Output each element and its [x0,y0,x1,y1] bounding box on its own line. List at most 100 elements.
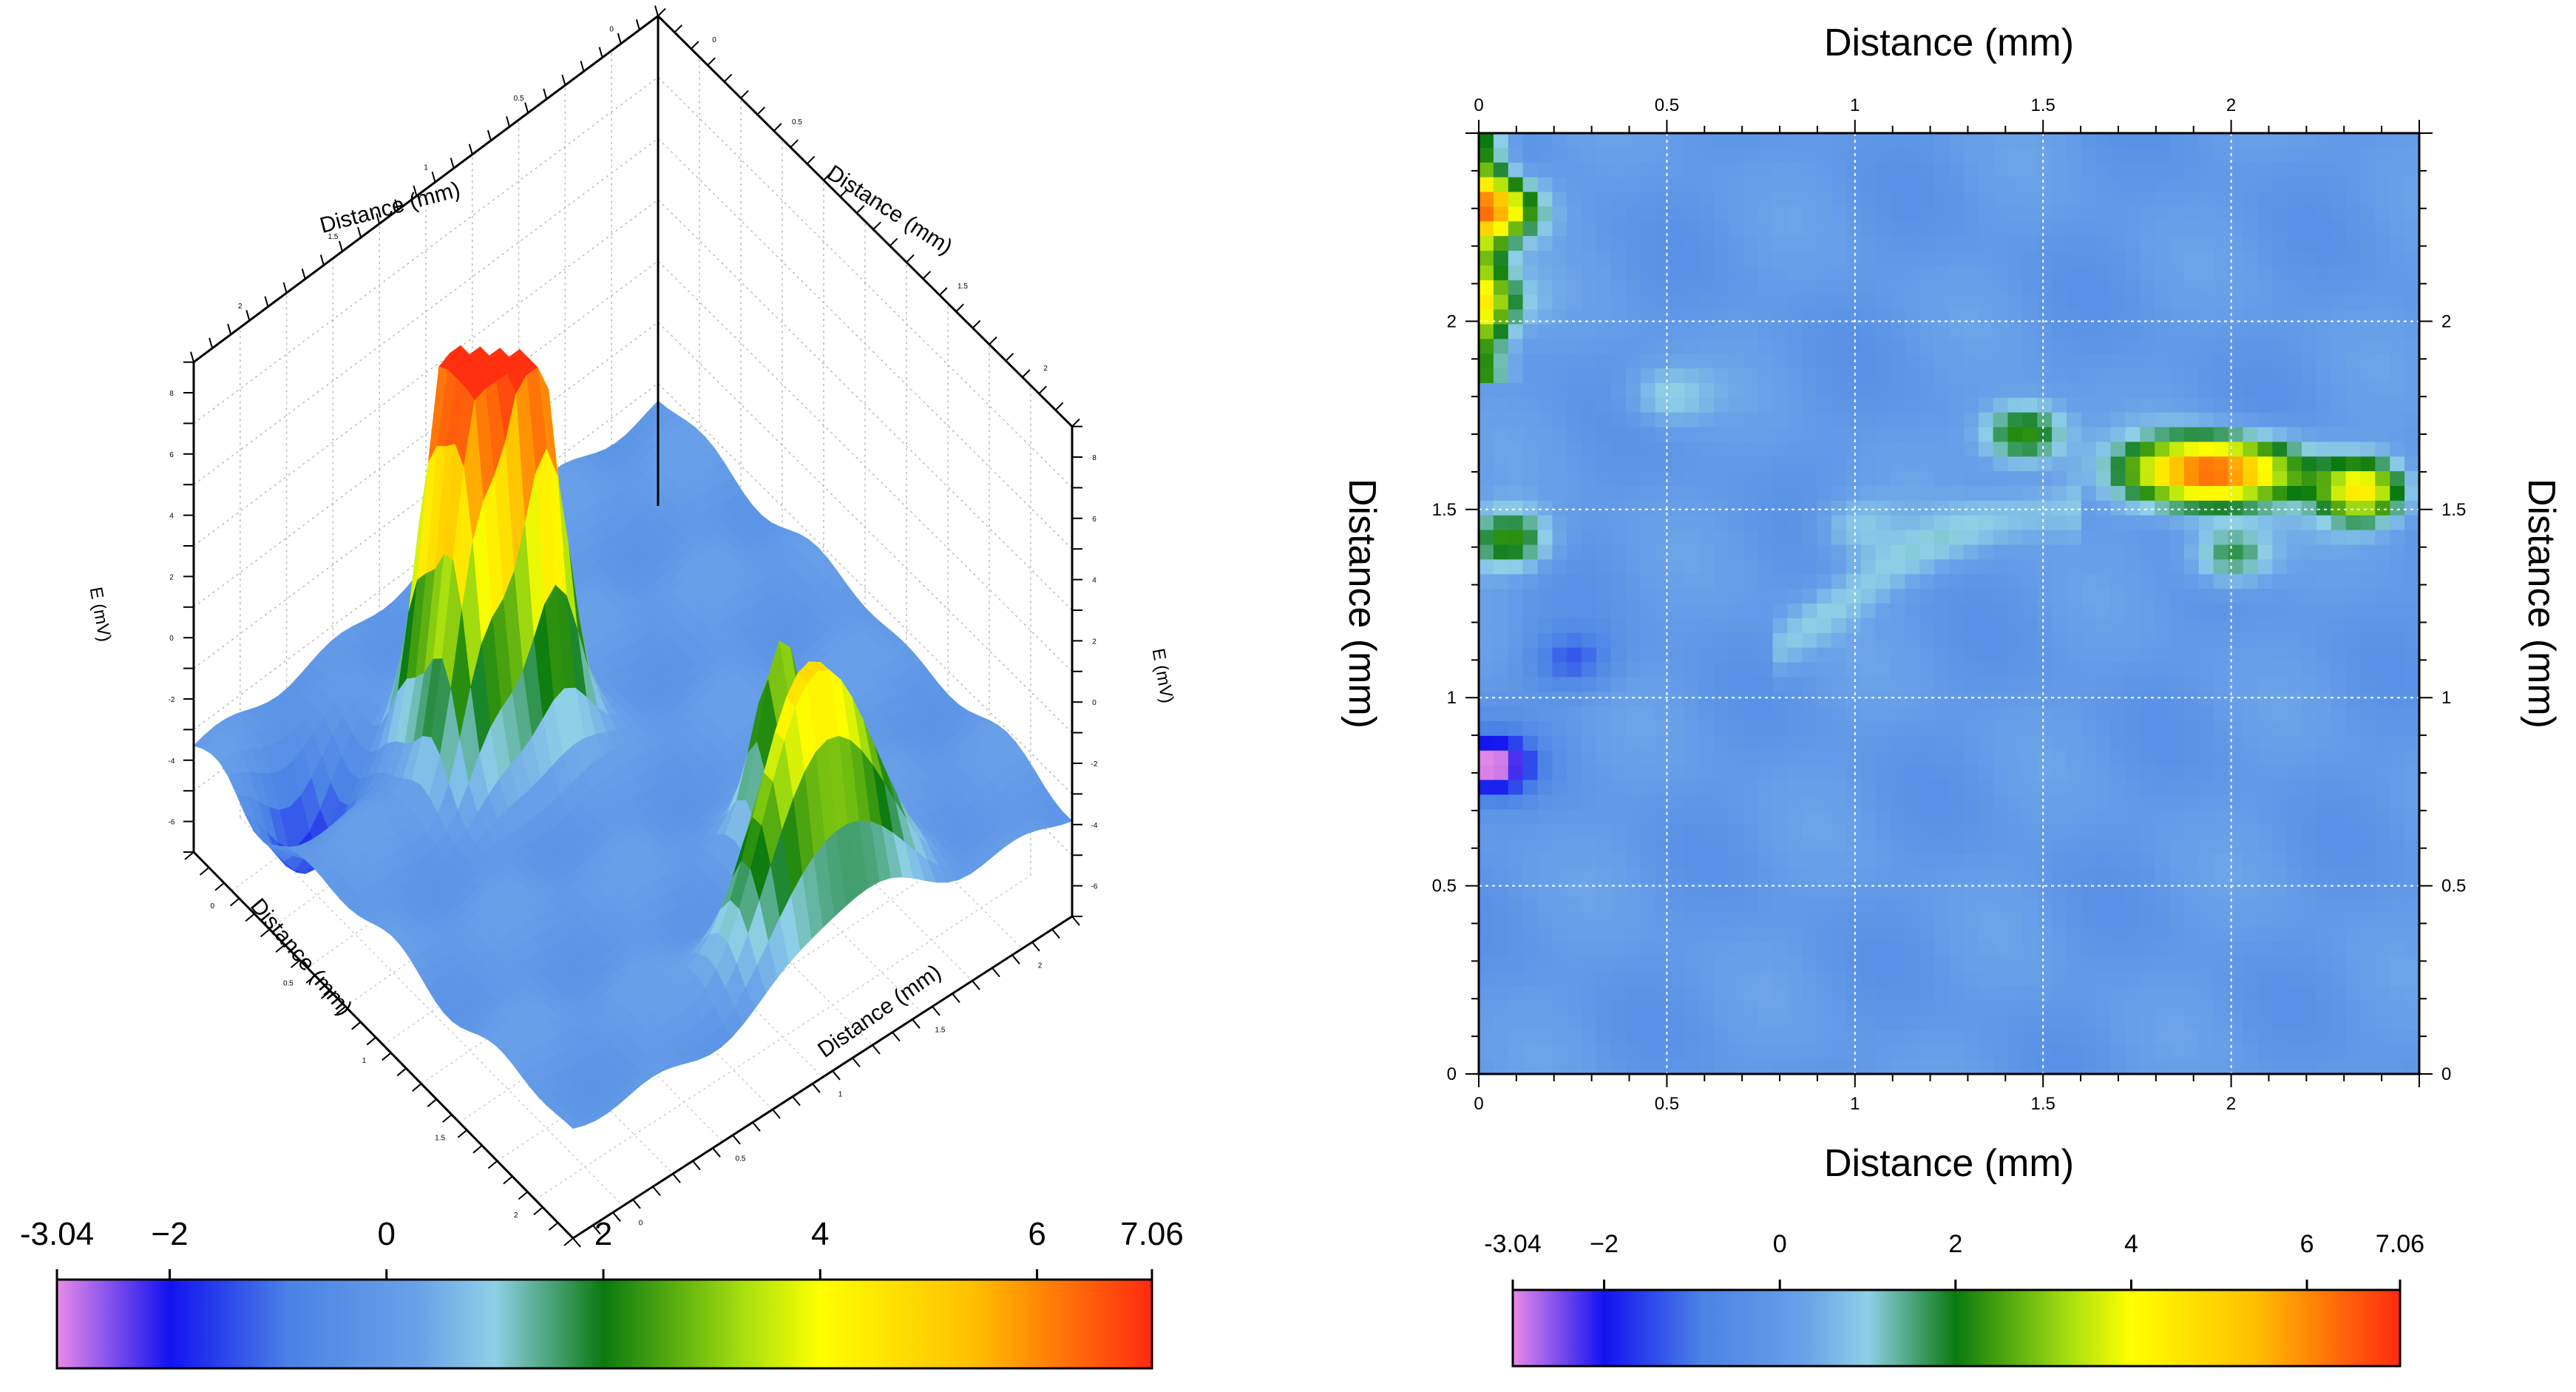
contour-cell [1979,736,1994,751]
contour-cell [1596,310,1612,325]
contour-cell [1567,310,1582,325]
contour-cell [1714,221,1729,237]
contour-cell [2081,398,2097,413]
contour-cell [1582,868,1597,884]
contour-cell [1655,986,1671,1001]
contour-cell [1817,266,1832,281]
contour-cell [1729,251,1744,266]
contour-cell [1479,280,1494,296]
contour-cell [2067,677,2082,692]
contour-cell [1743,456,1759,472]
contour-cell [1934,971,1950,987]
contour-cell [1802,310,1817,325]
contour-cell [1846,442,1862,457]
contour-cell [1919,1030,1935,1045]
contour-cell [1567,1001,1582,1016]
surface-tick [600,47,603,58]
contour-cell [1684,530,1700,546]
contour-cell [1626,428,1641,443]
contour-cell [1611,912,1627,928]
contour-cell [2052,663,2067,678]
surface-back-x-tick: 1 [424,164,428,172]
contour-cell [1891,971,1906,987]
contour-cell [2081,236,2097,251]
contour-cell [1993,442,2009,457]
contour-cell [1846,324,1862,339]
contour-cell [2111,898,2126,913]
contour-cell [1993,1059,2009,1075]
contour-cell [1831,545,1847,561]
contour-cell [1949,148,1965,163]
contour-cell [1567,604,1582,619]
contour-cell [1743,324,1759,339]
contour-cell [1876,780,1891,796]
contour-cell [1641,221,1656,237]
contour-cell [1891,501,1906,516]
contour-cell [1552,927,1567,942]
contour-cell [1773,780,1789,796]
contour-cell [1831,559,1847,575]
surface-front-y-tick: 0.5 [736,1155,746,1163]
contour-cell [1758,324,1774,339]
contour-cell [1655,766,1671,781]
contour-cell [1538,912,1553,928]
contour-cell [1596,956,1612,972]
contour-cell [1743,648,1759,663]
contour-cell [1523,368,1539,384]
contour-cell [1611,839,1627,854]
contour-cell [1773,942,1789,957]
contour-cell [1655,883,1671,899]
contour-cell [1567,839,1582,854]
contour-cell [1876,898,1891,913]
contour-cell [2008,912,2024,928]
contour-cell [1861,780,1877,796]
contour-cell [1919,633,1935,649]
contour-cell [1699,206,1715,222]
contour-cell [1479,663,1494,678]
contour-cell [2111,780,2126,796]
contour-cell [2022,486,2038,501]
contour-cell [2067,398,2082,413]
contour-cell [2111,927,2126,942]
contour-cell [1979,428,1994,443]
contour-cell [1611,310,1627,325]
surface-3d-chart: 21.510.5000.511.5200.511.5200.511.528642… [86,6,1178,1247]
contour-cell [2052,633,2067,649]
contour-cell [1846,516,1862,531]
contour-cell [1699,148,1715,163]
contour-cell [2052,413,2067,428]
contour-cell [1861,251,1877,266]
contour-cell [1729,148,1744,163]
contour-cell [1596,516,1612,531]
contour-cell [1743,794,1759,810]
contour-cell [2096,178,2112,193]
contour-cell [1831,736,1847,751]
contour-cell [1582,986,1597,1001]
contour-cell [2052,486,2067,501]
contour-cell [1479,1059,1494,1075]
contour-cell [1699,574,1715,589]
contour-cell [1567,163,1582,178]
contour-cell [1949,912,1965,928]
contour-cell [2037,266,2053,281]
contour-cell [1934,310,1950,325]
contour-cell [2096,428,2112,443]
contour-cell [1523,192,1539,208]
contour-cell [2052,648,2067,663]
contour-cell [1817,956,1832,972]
contour-cell [1684,221,1700,237]
contour-cell [2037,927,2053,942]
contour-cell [1964,898,1979,913]
contour-cell [1919,163,1935,178]
contour-cell [2052,1044,2067,1060]
contour-cell [1846,1030,1862,1045]
surface-tick [940,288,947,295]
contour-cell [1655,971,1671,987]
contour-cell [1876,471,1891,487]
contour-cell [1684,324,1700,339]
contour-cell [1905,677,1920,692]
contour-cell [1846,251,1862,266]
surface-tick [284,283,287,293]
contour-cell [1567,545,1582,561]
contour-cell [2111,178,2126,193]
